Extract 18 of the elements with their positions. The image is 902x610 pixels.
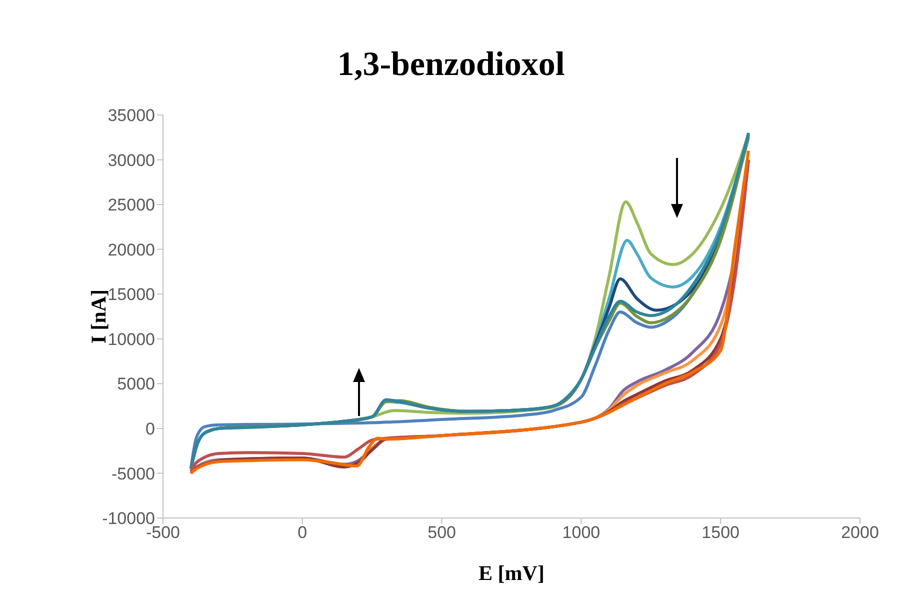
- x-tick-label: -500: [146, 523, 180, 542]
- chart-title: 1,3-benzodioxol: [336, 46, 566, 84]
- y-tick-label: 0: [146, 419, 155, 438]
- x-tick-label: 500: [428, 523, 456, 542]
- x-tick-label: 0: [298, 523, 308, 542]
- y-tick-label: 35000: [108, 106, 155, 126]
- y-axis-title: I [nA]: [86, 289, 110, 344]
- x-tick-label: 2000: [841, 523, 879, 542]
- y-tick-label: 5000: [117, 374, 155, 394]
- y-tick-label: 30000: [108, 150, 155, 170]
- y-tick-label: 10000: [108, 330, 155, 349]
- y-tick-label: 20000: [108, 240, 155, 260]
- x-axis-title: E [mV]: [478, 561, 544, 585]
- y-tick-label: -5000: [112, 464, 155, 484]
- x-tick-label: 1000: [562, 523, 600, 542]
- x-tick-label: 1500: [702, 523, 740, 542]
- y-tick-label: 25000: [108, 196, 155, 215]
- y-tick-label: 15000: [108, 285, 155, 304]
